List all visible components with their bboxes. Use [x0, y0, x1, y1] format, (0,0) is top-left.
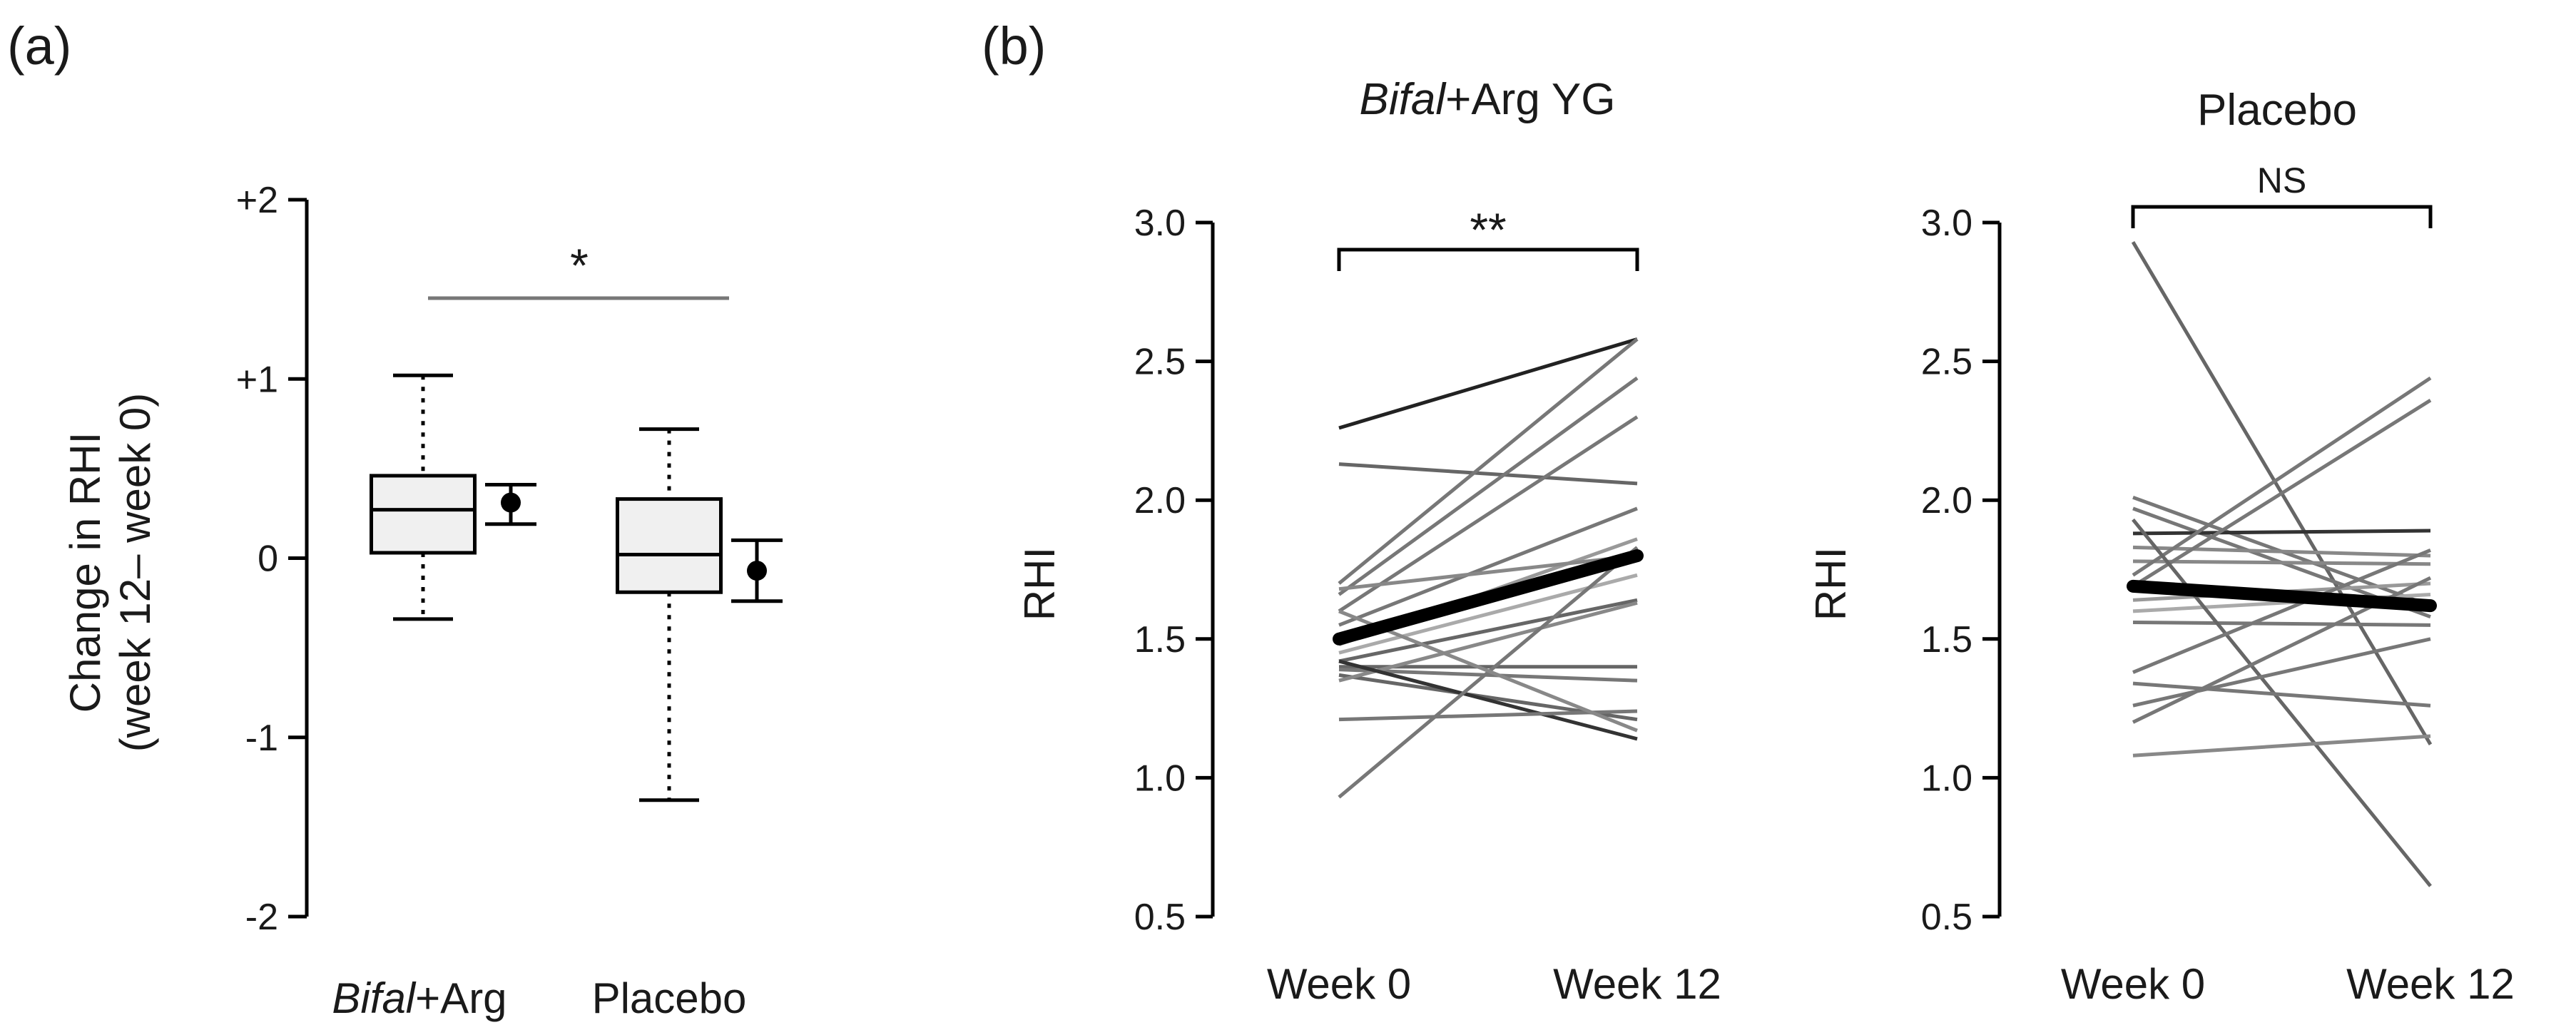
mean-point [501, 492, 521, 513]
x-category-label: Bifal+Arg [332, 974, 506, 1022]
y-tick-label: 2.5 [1921, 342, 1972, 383]
x-category-label: Week 12 [2346, 960, 2515, 1008]
x-category-label: Week 12 [1553, 960, 1721, 1008]
y-tick-label: 0.5 [1134, 897, 1186, 938]
x-category-label: Placebo [592, 974, 747, 1022]
y-tick-label: 2.0 [1921, 480, 1972, 521]
subject-line [2132, 398, 2432, 588]
mean-point [747, 561, 767, 581]
y-axis-title: RHI [1016, 547, 1064, 621]
subject-line [2132, 548, 2431, 674]
subject-line [1338, 337, 1638, 430]
y-tick-label: -1 [245, 718, 278, 759]
subject-line [2132, 518, 2432, 887]
y-tick-label: +2 [236, 180, 278, 221]
subject-line [1338, 337, 1639, 585]
y-tick-label: +1 [236, 359, 278, 400]
y-tick-label: 2.5 [1134, 342, 1186, 383]
subject-line [1338, 415, 1639, 613]
chart-title-italic: Bifal [1360, 75, 1447, 124]
y-tick-label: 3.0 [1134, 203, 1186, 244]
significance-marker: * [570, 239, 589, 292]
subject-line [2132, 529, 2431, 536]
chart-title-rest: +Arg YG [1445, 75, 1615, 124]
chart-title-rest: Placebo [2197, 86, 2357, 135]
subject-line [1338, 668, 1638, 683]
x-category-label: Week 0 [1267, 960, 1411, 1008]
x-category-label-rest: +Arg [415, 974, 506, 1022]
y-tick-label: 2.0 [1134, 480, 1186, 521]
y-tick-label: 3.0 [1921, 203, 1972, 244]
panel-b-label: (b) [982, 16, 1046, 76]
y-tick-label: 1.5 [1921, 619, 1972, 661]
y-tick-label: 0.5 [1921, 897, 1972, 938]
y-tick-label: 1.5 [1134, 619, 1186, 661]
subject-line [1338, 598, 1638, 663]
subject-line [2132, 681, 2431, 708]
subject-line [2132, 734, 2431, 758]
subject-line [2132, 637, 2431, 708]
subject-line [2132, 559, 2431, 566]
x-category-label-italic: Bifal [332, 974, 416, 1022]
y-axis-title-line2: (week 12– week 0) [111, 393, 159, 753]
chart-title: Placebo [2197, 86, 2357, 135]
subject-line [2132, 376, 2432, 577]
subject-line [1338, 462, 1638, 486]
significance-marker: ** [1470, 203, 1506, 256]
subject-line [1338, 376, 1639, 596]
y-tick-label: 0 [258, 539, 278, 580]
box-iqr [370, 474, 477, 555]
box-iqr [616, 497, 723, 594]
significance-bracket [2131, 205, 2433, 228]
x-category-label: Week 0 [2061, 960, 2205, 1008]
subject-line [1338, 601, 1638, 683]
y-tick-label: 1.0 [1921, 758, 1972, 799]
y-axis-title: RHI [1807, 547, 1855, 621]
subject-line [1338, 554, 1638, 591]
panel-a-boxplot: +2 +1 0 -1 -2 Change in RHI (week 12– week 0) B… [61, 180, 783, 1022]
subject-line [2132, 620, 2431, 627]
x-category-label-rest: Placebo [592, 974, 747, 1022]
panel-a-label: (a) [7, 16, 71, 76]
y-tick-label: -2 [245, 897, 278, 938]
y-tick-label: 1.0 [1134, 758, 1186, 799]
significance-marker: NS [2257, 160, 2306, 200]
subject-line [2132, 545, 2431, 558]
mean-line [1333, 549, 1644, 646]
panel-b-placebo-chart: 3.0 2.5 2.0 1.5 1.0 0.5 RHI Placebo NS Week 0 Week… [1807, 86, 2515, 1008]
y-axis-title-line1: Change in RHI [61, 432, 109, 713]
mean-line [2127, 579, 2437, 613]
panel-b-treatment-chart: 3.0 2.5 2.0 1.5 1.0 0.5 RHI Bifal+Arg YG ** Week … [1016, 75, 1721, 1008]
chart-title: Bifal+Arg YG [1360, 75, 1616, 124]
subject-line [1338, 506, 1638, 627]
subject-line [1338, 659, 1638, 741]
significance-bracket [1337, 248, 1639, 271]
